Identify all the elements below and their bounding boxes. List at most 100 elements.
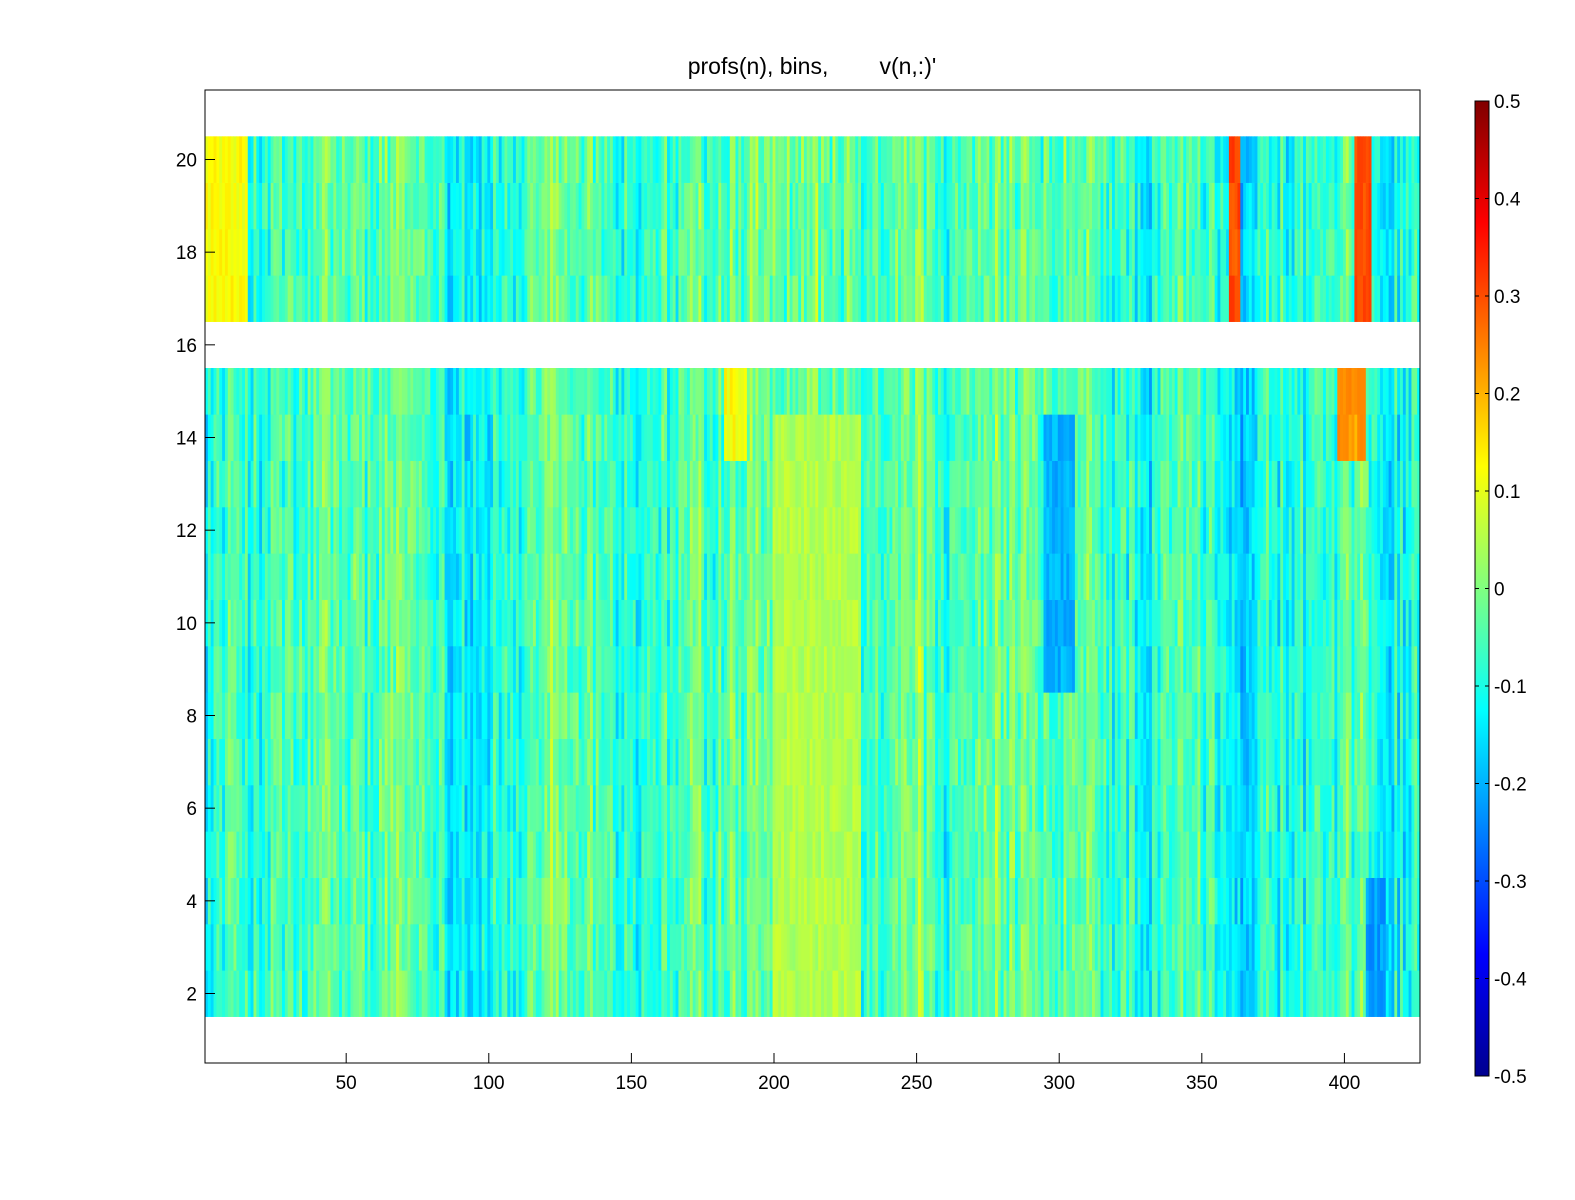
heatmap-cell (678, 646, 682, 693)
heatmap-cell (1100, 831, 1104, 878)
heatmap-cell (898, 460, 902, 508)
heatmap-cell (1023, 831, 1027, 878)
heatmap-cell (1137, 507, 1141, 554)
heatmap-cell (444, 877, 448, 925)
heatmap-cell (438, 970, 443, 1017)
heatmap-cell (895, 646, 899, 693)
heatmap-cell (963, 646, 967, 693)
heatmap-cell (1365, 877, 1370, 925)
heatmap-cell (1111, 507, 1116, 554)
heatmap-cell (216, 738, 220, 786)
heatmap-cell (242, 877, 246, 925)
heatmap-cell (841, 646, 845, 693)
heatmap-cell (547, 507, 551, 554)
heatmap-cell (684, 553, 688, 600)
heatmap-cell (1314, 924, 1318, 971)
heatmap-cell (975, 738, 979, 786)
heatmap-cell (256, 692, 260, 739)
heatmap-cell (1134, 646, 1139, 693)
heatmap-cell (1234, 877, 1238, 925)
heatmap-cell (972, 831, 976, 878)
heatmap-cell (1303, 692, 1307, 739)
heatmap-cell (704, 924, 708, 971)
heatmap-cell (709, 970, 714, 1017)
heatmap-cell (1217, 692, 1221, 739)
heatmap-cell (1131, 553, 1136, 600)
heatmap-cell (450, 831, 454, 878)
heatmap-cell (262, 460, 266, 508)
heatmap-cell (1408, 738, 1412, 786)
heatmap-cell (715, 970, 719, 1017)
heatmap-cell (1069, 553, 1073, 600)
heatmap-cell (972, 460, 976, 508)
heatmap-cell (401, 692, 406, 739)
heatmap-cell (524, 646, 528, 693)
heatmap-cell (766, 970, 771, 1017)
heatmap-cell (629, 507, 634, 554)
heatmap-cell (455, 970, 460, 1017)
heatmap-cell (718, 831, 722, 878)
heatmap-cell (801, 831, 805, 878)
heatmap-cell (1191, 738, 1196, 786)
heatmap-cell (404, 553, 408, 600)
heatmap-cell (316, 924, 320, 971)
heatmap-cell (1163, 599, 1167, 647)
heatmap-cell (1017, 877, 1022, 925)
heatmap-cell (390, 877, 394, 925)
heatmap-cell (912, 646, 916, 693)
heatmap-cell (216, 877, 220, 925)
heatmap-cell (267, 924, 271, 971)
heatmap-cell (1374, 507, 1378, 554)
heatmap-cell (1291, 599, 1295, 647)
heatmap-cell (279, 738, 283, 786)
heatmap-cell (949, 553, 953, 600)
heatmap-cell (384, 970, 388, 1017)
heatmap-cell (1283, 970, 1287, 1017)
heatmap-cell (718, 877, 722, 925)
heatmap-cell (815, 970, 819, 1017)
heatmap-cell (359, 738, 363, 786)
heatmap-cell (601, 460, 605, 508)
heatmap-cell (1043, 924, 1047, 971)
heatmap-cell (438, 460, 443, 508)
heatmap-cell (1151, 924, 1156, 971)
heatmap-cell (316, 692, 320, 739)
heatmap-cell (1303, 970, 1307, 1017)
heatmap-cell (304, 877, 309, 925)
heatmap-cell (524, 738, 528, 786)
heatmap-cell (1294, 646, 1298, 693)
heatmap-cell (1271, 831, 1275, 878)
heatmap-cell (1180, 692, 1184, 739)
heatmap-cell (424, 877, 428, 925)
heatmap-cell (1074, 738, 1079, 786)
heatmap-cell (287, 924, 291, 971)
heatmap-cell (1015, 785, 1019, 832)
heatmap-cell (572, 970, 577, 1017)
heatmap-cell (1134, 785, 1139, 832)
heatmap-cell (695, 692, 699, 739)
heatmap-cell (1411, 507, 1415, 554)
heatmap-cell (1263, 738, 1267, 786)
heatmap-cell (937, 831, 942, 878)
heatmap-cell (989, 599, 993, 647)
heatmap-cell (544, 738, 548, 786)
heatmap-cell (1211, 785, 1216, 832)
heatmap-cell (484, 646, 488, 693)
heatmap-cell (980, 599, 985, 647)
heatmap-cell (641, 692, 645, 739)
heatmap-cell (1111, 924, 1116, 971)
heatmap-cell (407, 599, 411, 647)
heatmap-cell (1171, 553, 1176, 600)
heatmap-cell (1137, 692, 1141, 739)
heatmap-cell (758, 831, 762, 878)
heatmap-cell (1197, 507, 1201, 554)
heatmap-cell (310, 970, 314, 1017)
heatmap-cell (926, 692, 930, 739)
heatmap-cell (838, 553, 842, 600)
heatmap-cell (849, 785, 853, 832)
heatmap-cell (601, 877, 605, 925)
heatmap-cell (681, 553, 685, 600)
heatmap-cell (858, 692, 862, 739)
heatmap-cell (1106, 599, 1110, 647)
heatmap-cell (1260, 924, 1264, 971)
